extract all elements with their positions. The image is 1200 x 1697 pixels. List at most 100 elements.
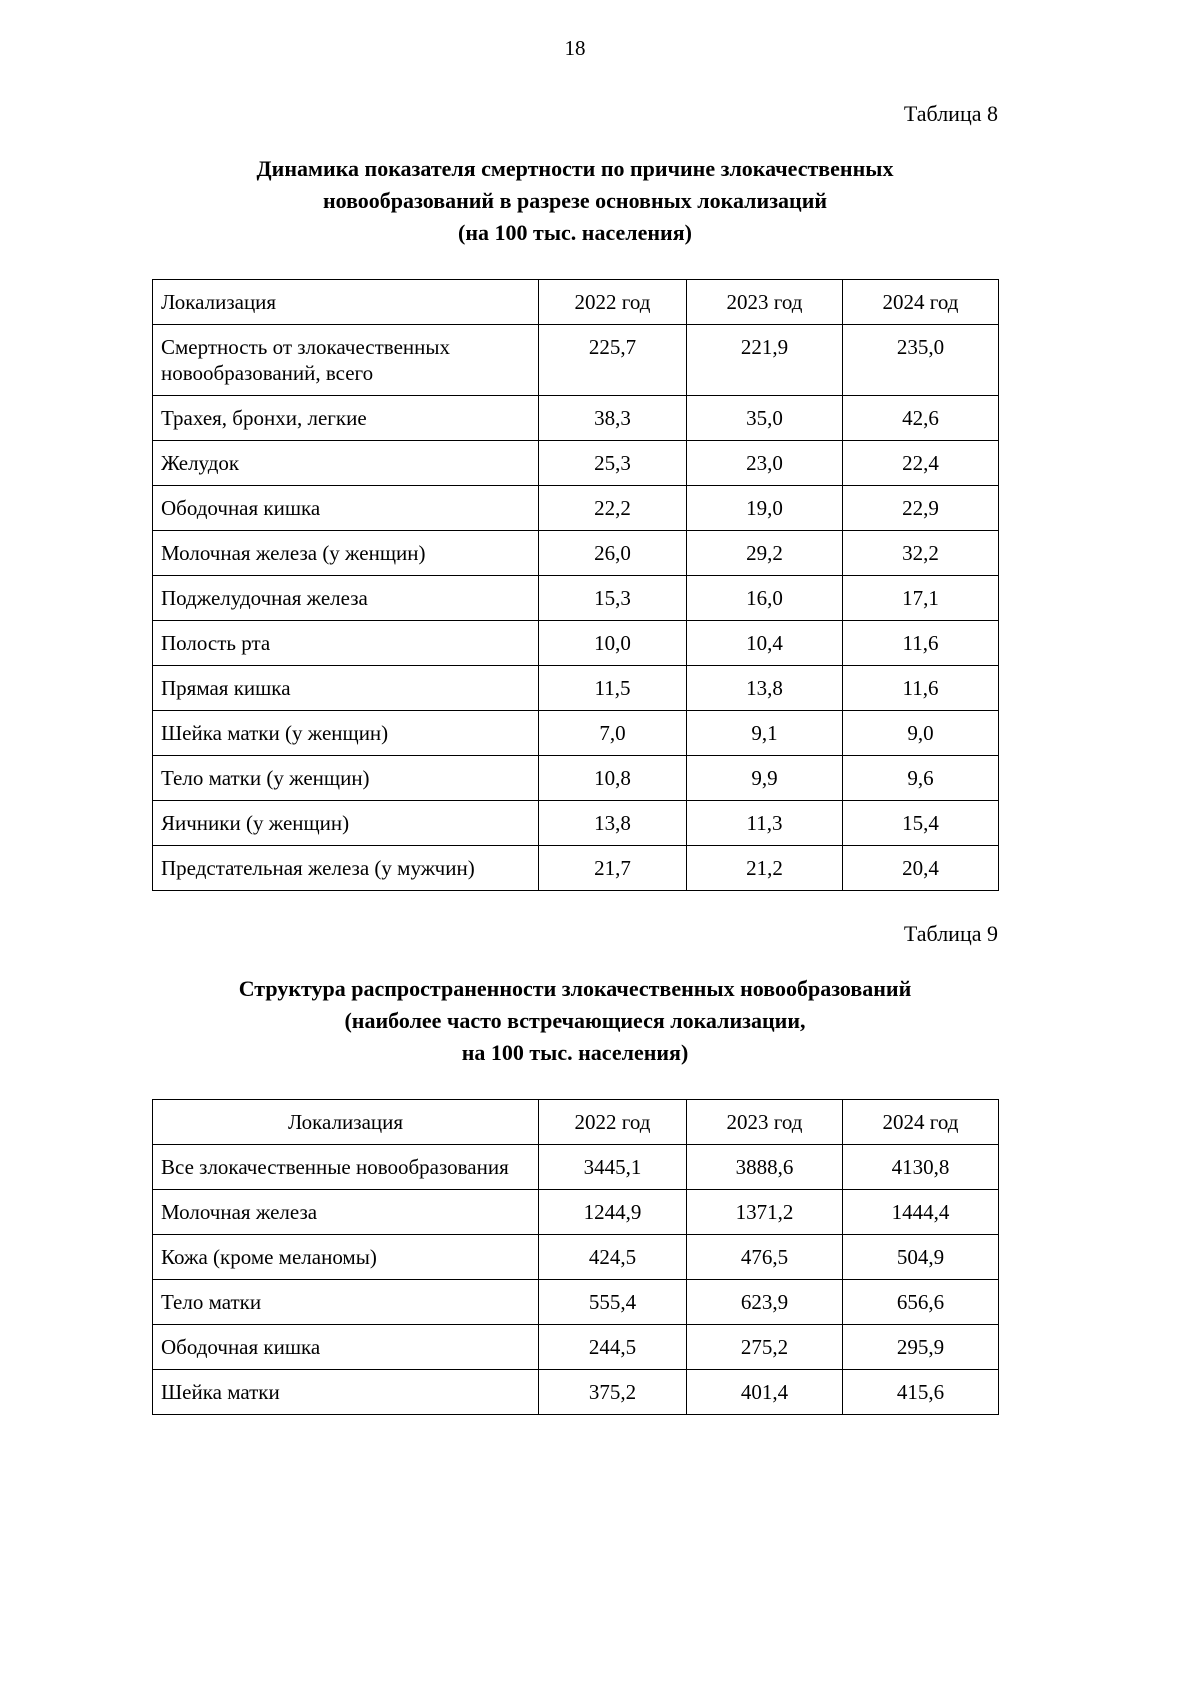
row-label: Кожа (кроме меланомы) (152, 1234, 539, 1280)
row-label: Ободочная кишка (152, 1324, 539, 1370)
value-2022: 26,0 (538, 530, 687, 576)
value-2022: 22,2 (538, 485, 687, 531)
table-row: Поджелудочная железа 15,3 16,0 17,1 (152, 575, 999, 621)
value-2024: 656,6 (842, 1279, 999, 1325)
value-2024: 22,4 (842, 440, 999, 486)
table-row: Молочная железа (у женщин) 26,0 29,2 32,… (152, 530, 999, 576)
value-2024: 42,6 (842, 395, 999, 441)
col-header-2024: 2024 год (842, 279, 999, 325)
table-row: Прямая кишка 11,5 13,8 11,6 (152, 665, 999, 711)
value-2024: 15,4 (842, 800, 999, 846)
row-label: Полость рта (152, 620, 539, 666)
value-2023: 23,0 (686, 440, 843, 486)
table-row: Полость рта 10,0 10,4 11,6 (152, 620, 999, 666)
value-2022: 21,7 (538, 845, 687, 891)
value-2022: 1244,9 (538, 1189, 687, 1235)
value-2023: 21,2 (686, 845, 843, 891)
row-label: Прямая кишка (152, 665, 539, 711)
value-2023: 19,0 (686, 485, 843, 531)
col-header-localization: Локализация (152, 279, 539, 325)
title-line: Структура распространенности злокачестве… (238, 976, 912, 1001)
table-row: Ободочная кишка 244,5 275,2 295,9 (152, 1324, 999, 1370)
value-2024: 9,6 (842, 755, 999, 801)
mortality-table: Локализация 2022 год 2023 год 2024 год С… (152, 279, 999, 891)
value-2022: 3445,1 (538, 1144, 687, 1190)
value-2023: 476,5 (686, 1234, 843, 1280)
value-2022: 25,3 (538, 440, 687, 486)
value-2024: 20,4 (842, 845, 999, 891)
header-row: Локализация 2022 год 2023 год 2024 год (152, 1099, 999, 1145)
value-2024: 415,6 (842, 1369, 999, 1415)
title-line: на 100 тыс. населения) (461, 1040, 689, 1065)
table-row: Предстательная железа (у мужчин) 21,7 21… (152, 845, 999, 891)
value-2024: 22,9 (842, 485, 999, 531)
row-label: Молочная железа (у женщин) (152, 530, 539, 576)
value-2024: 32,2 (842, 530, 999, 576)
table9-label: Таблица 9 (903, 921, 998, 946)
value-2023: 9,9 (686, 755, 843, 801)
row-label: Предстательная железа (у мужчин) (152, 845, 539, 891)
value-2023: 29,2 (686, 530, 843, 576)
table9-title: Структура распространенности злокачестве… (152, 973, 998, 1069)
col-header-2024: 2024 год (842, 1099, 999, 1145)
col-header-2023: 2023 год (686, 279, 843, 325)
value-2022: 10,8 (538, 755, 687, 801)
value-2023: 275,2 (686, 1324, 843, 1370)
value-2022: 225,7 (538, 324, 687, 396)
table8-label: Таблица 8 (903, 101, 998, 126)
row-label: Яичники (у женщин) (152, 800, 539, 846)
table-row: Все злокачественные новообразования 3445… (152, 1144, 999, 1190)
prevalence-table: Локализация 2022 год 2023 год 2024 год В… (152, 1099, 999, 1415)
header-row: Локализация 2022 год 2023 год 2024 год (152, 279, 999, 325)
row-label: Молочная железа (152, 1189, 539, 1235)
table-row: Тело матки 555,4 623,9 656,6 (152, 1279, 999, 1325)
row-label: Поджелудочная железа (152, 575, 539, 621)
title-line: (наиболее часто встречающиеся локализаци… (344, 1008, 806, 1033)
value-2023: 1371,2 (686, 1189, 843, 1235)
value-2024: 4130,8 (842, 1144, 999, 1190)
value-2022: 555,4 (538, 1279, 687, 1325)
value-2022: 38,3 (538, 395, 687, 441)
table8-title: Динамика показателя смертности по причин… (152, 153, 998, 249)
value-2023: 3888,6 (686, 1144, 843, 1190)
table-row: Яичники (у женщин) 13,8 11,3 15,4 (152, 800, 999, 846)
col-header-2023: 2023 год (686, 1099, 843, 1145)
table-row: Трахея, бронхи, легкие 38,3 35,0 42,6 (152, 395, 999, 441)
value-2022: 15,3 (538, 575, 687, 621)
row-label: Трахея, бронхи, легкие (152, 395, 539, 441)
title-line: новообразований в разрезе основных локал… (322, 188, 828, 213)
value-2023: 623,9 (686, 1279, 843, 1325)
value-2024: 504,9 (842, 1234, 999, 1280)
row-label: Шейка матки (152, 1369, 539, 1415)
value-2024: 11,6 (842, 665, 999, 711)
table-row: Кожа (кроме меланомы) 424,5 476,5 504,9 (152, 1234, 999, 1280)
value-2024: 9,0 (842, 710, 999, 756)
value-2022: 10,0 (538, 620, 687, 666)
value-2022: 13,8 (538, 800, 687, 846)
value-2022: 375,2 (538, 1369, 687, 1415)
title-line: (на 100 тыс. населения) (458, 220, 692, 245)
value-2024: 17,1 (842, 575, 999, 621)
row-label: Тело матки (152, 1279, 539, 1325)
table-row: Молочная железа 1244,9 1371,2 1444,4 (152, 1189, 999, 1235)
value-2024: 295,9 (842, 1324, 999, 1370)
table-row: Желудок 25,3 23,0 22,4 (152, 440, 999, 486)
value-2023: 13,8 (686, 665, 843, 711)
table-row: Ободочная кишка 22,2 19,0 22,9 (152, 485, 999, 531)
value-2024: 11,6 (842, 620, 999, 666)
table-row: Шейка матки 375,2 401,4 415,6 (152, 1369, 999, 1415)
col-header-localization: Локализация (152, 1099, 539, 1145)
value-2024: 235,0 (842, 324, 999, 396)
value-2023: 221,9 (686, 324, 843, 396)
value-2023: 10,4 (686, 620, 843, 666)
value-2023: 11,3 (686, 800, 843, 846)
value-2023: 16,0 (686, 575, 843, 621)
row-label: Шейка матки (у женщин) (152, 710, 539, 756)
title-line: Динамика показателя смертности по причин… (256, 156, 894, 181)
value-2023: 401,4 (686, 1369, 843, 1415)
page-number: 18 (564, 36, 586, 60)
row-label: Смертность от злокачественных новообразо… (152, 324, 539, 396)
row-label: Ободочная кишка (152, 485, 539, 531)
col-header-2022: 2022 год (538, 279, 687, 325)
row-label: Желудок (152, 440, 539, 486)
